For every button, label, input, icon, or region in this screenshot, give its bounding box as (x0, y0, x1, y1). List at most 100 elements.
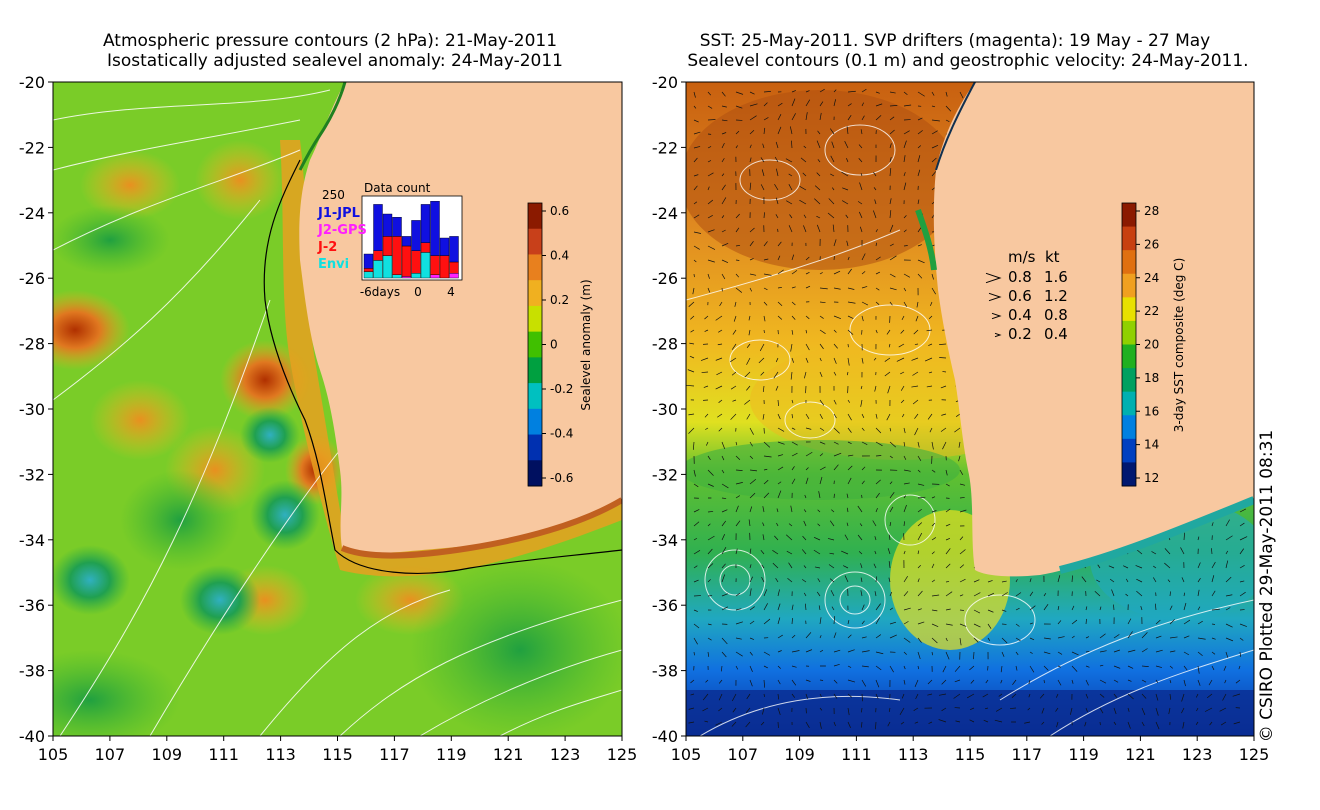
velocity-arrow (735, 651, 743, 657)
velocity-arrow (875, 651, 884, 655)
velocity-arrow (748, 315, 751, 321)
velocity-arrow (1211, 575, 1215, 583)
velocity-arrow (903, 172, 906, 177)
velocity-arrow (945, 563, 951, 569)
velocity-arrow (1204, 707, 1213, 712)
velocity-arrow (858, 158, 863, 163)
velocity-arrow (931, 187, 936, 191)
velocity-arrow (803, 509, 807, 513)
velocity-arrow (1225, 550, 1229, 555)
velocity-arrow (1029, 665, 1035, 673)
velocity-arrow (805, 357, 809, 363)
velocity-arrow (847, 620, 850, 625)
velocity-arrow (984, 707, 989, 710)
velocity-arrow (860, 173, 863, 177)
velocity-arrow (995, 707, 1003, 712)
velocity-arrow (841, 171, 849, 177)
velocity-arrow (689, 355, 695, 359)
right-y-tick-label: -20 (652, 73, 678, 92)
velocity-arrow (721, 563, 726, 569)
right-title-line1: SST: 25-May-2011. SVP drifters (magenta)… (700, 31, 1210, 51)
velocity-arrow (746, 357, 751, 365)
velocity-arrow (1141, 721, 1145, 727)
velocity-arrow (701, 371, 709, 373)
velocity-arrow (735, 244, 741, 247)
left-colorbar-tick-label: 0.2 (550, 293, 569, 307)
velocity-arrow (1155, 603, 1157, 611)
velocity-arrow (693, 259, 697, 263)
velocity-arrow (875, 576, 878, 583)
velocity-arrow (735, 593, 741, 597)
velocity-arrow (1125, 593, 1129, 597)
velocity-arrow (912, 399, 919, 405)
velocity-arrow (875, 508, 878, 513)
velocity-arrow (1169, 650, 1176, 653)
velocity-arrow (1197, 651, 1203, 657)
velocity-arrow (833, 663, 840, 667)
velocity-legend-kt: 0.4 (1044, 325, 1068, 343)
velocity-arrow (803, 565, 807, 569)
velocity-arrow (707, 186, 710, 191)
velocity-arrow (692, 441, 695, 450)
right-x-tick-label: 117 (1012, 745, 1043, 764)
velocity-arrow (735, 213, 740, 219)
velocity-arrow (805, 477, 809, 485)
velocity-arrow (931, 609, 938, 612)
velocity-arrow (847, 721, 851, 728)
velocity-arrow (721, 547, 727, 555)
velocity-arrow (1239, 508, 1247, 513)
velocity-arrow (829, 520, 835, 527)
velocity-arrow (847, 90, 856, 93)
velocity-arrow (1140, 606, 1143, 611)
velocity-arrow (1127, 618, 1132, 625)
right-colorbar-tick-label: 14 (1144, 438, 1159, 452)
velocity-arrow (762, 413, 765, 420)
left-y-tick-label: -40 (19, 727, 45, 746)
velocity-arrow (749, 144, 752, 149)
velocity-arrow (903, 504, 907, 513)
velocity-arrow (833, 464, 839, 471)
velocity-arrow (819, 721, 822, 729)
velocity-arrow (875, 617, 881, 625)
right-y-tick-label: -24 (652, 204, 678, 223)
velocity-arrow (903, 575, 908, 583)
velocity-arrow (985, 679, 989, 684)
velocity-arrow (819, 357, 822, 362)
velocity-arrow (945, 637, 948, 642)
velocity-arrow (693, 105, 697, 109)
inset-bar-segment (420, 204, 431, 243)
velocity-arrow (735, 548, 738, 555)
velocity-arrow (1183, 619, 1191, 625)
velocity-arrow (1071, 665, 1078, 672)
velocity-arrow (1057, 605, 1060, 611)
velocity-arrow (861, 466, 866, 471)
velocity-arrow (931, 594, 940, 597)
velocity-arrow (833, 693, 838, 699)
left-colorbar-tick-label: 0.6 (550, 204, 569, 218)
inset-bar-segment (449, 236, 459, 263)
right-colorbar-label: 3-day SST composite (deg C) (1172, 258, 1186, 432)
velocity-arrow (785, 534, 793, 541)
velocity-arrow (889, 116, 895, 121)
velocity-arrow (1211, 561, 1216, 569)
right-colorbar-swatch (1122, 320, 1136, 345)
velocity-arrow (763, 241, 768, 247)
velocity-arrow (1225, 637, 1234, 642)
velocity-arrow (1039, 693, 1045, 699)
velocity-arrow (749, 115, 757, 121)
velocity-arrow (847, 315, 854, 319)
velocity-arrow (846, 493, 849, 499)
velocity-arrow (749, 182, 752, 191)
velocity-arrow (861, 707, 863, 713)
velocity-arrow (899, 707, 905, 715)
velocity-arrow (773, 371, 779, 379)
velocity-arrow (776, 508, 779, 513)
velocity-arrow (777, 301, 783, 307)
velocity-arrow (735, 665, 739, 670)
velocity-arrow (903, 91, 908, 96)
velocity-arrow (959, 483, 966, 486)
velocity-arrow (693, 91, 696, 98)
velocity-arrow (707, 523, 711, 527)
velocity-arrow (819, 287, 828, 290)
velocity-arrow (763, 91, 771, 93)
